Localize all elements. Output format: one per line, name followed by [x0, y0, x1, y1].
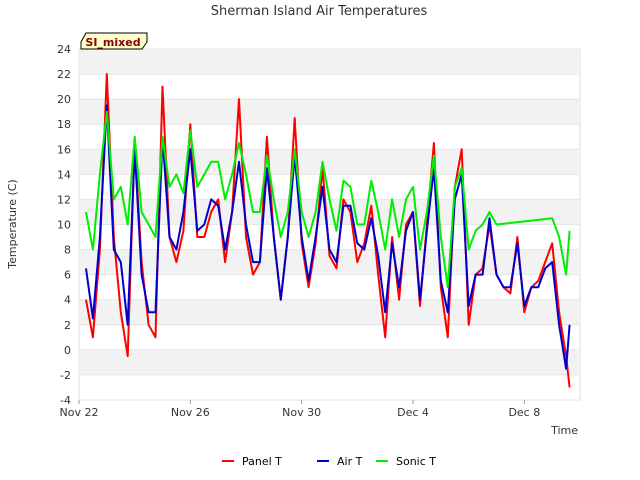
x-axis-title: Time: [550, 424, 578, 437]
grid-band: [79, 149, 580, 175]
chart-title: Sherman Island Air Temperatures: [211, 4, 428, 19]
series-line-sonic-t: [85, 110, 571, 289]
series-line-air-t: [85, 104, 571, 370]
grid-band: [79, 299, 580, 325]
y-tick-label: 2: [64, 319, 71, 332]
grid-band: [79, 349, 580, 375]
y-axis-title: Temperature (C): [6, 179, 19, 269]
y-tick-label: 6: [64, 269, 71, 282]
x-tick-label: Nov 26: [171, 406, 210, 419]
grid-bands: [79, 49, 580, 375]
y-tick-label: 12: [57, 193, 71, 206]
x-tick-label: Nov 30: [282, 406, 321, 419]
y-tick-label: 4: [64, 294, 71, 307]
x-tick-label: Nov 22: [60, 406, 99, 419]
legend: Panel T Air T Sonic T: [222, 455, 436, 468]
y-tick-label: 20: [57, 93, 71, 106]
grid-band: [79, 49, 580, 75]
y-tick-label: 18: [57, 118, 71, 131]
y-tick-label: 0: [64, 344, 71, 357]
y-tick-label: -2: [60, 369, 71, 382]
x-tick-label: Dec 8: [508, 406, 540, 419]
legend-item-label: Sonic T: [396, 455, 436, 468]
y-tick-label: 16: [57, 143, 71, 156]
y-tick-label: 24: [57, 43, 71, 56]
y-tick-label: 14: [57, 168, 71, 181]
x-axis-ticks: Nov 22 Nov 26 Nov 30 Dec 4 Dec 8: [60, 400, 540, 419]
y-tick-label: 22: [57, 68, 71, 81]
y-tick-label: -4: [60, 394, 71, 407]
legend-item-label: Panel T: [242, 455, 282, 468]
legend-item-label: Air T: [337, 455, 363, 468]
dataset-badge: SI_mixed: [80, 32, 148, 50]
x-tick-label: Dec 4: [397, 406, 429, 419]
dataset-badge-label: SI_mixed: [85, 36, 140, 49]
series-lines: [85, 73, 571, 388]
y-tick-label: 8: [64, 244, 71, 257]
grid-band: [79, 99, 580, 125]
y-tick-label: 10: [57, 219, 71, 232]
